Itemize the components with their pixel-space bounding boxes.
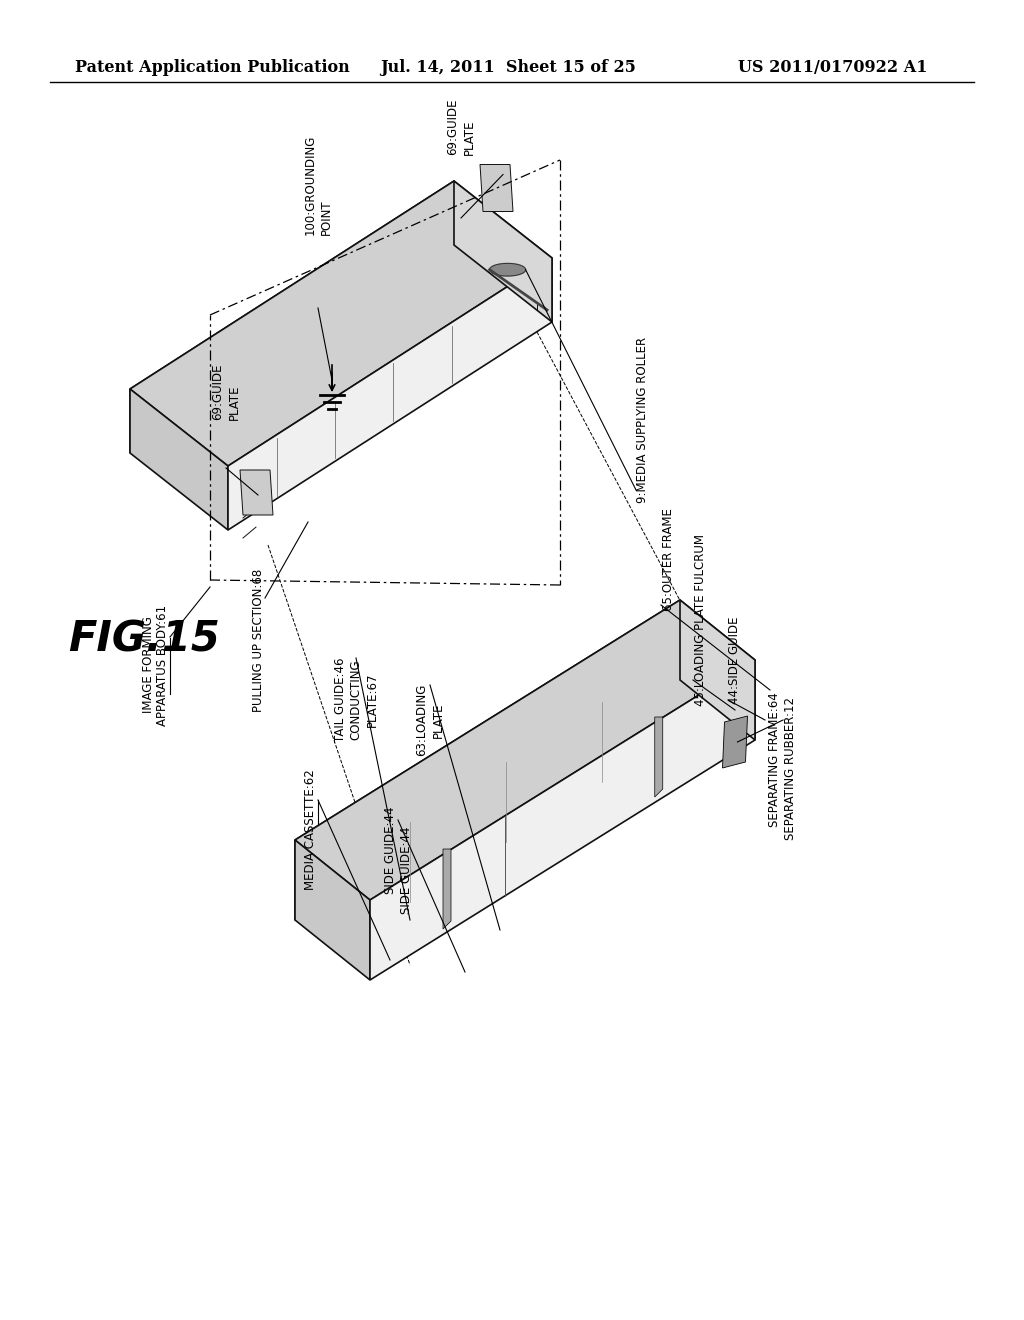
Text: PLATE: PLATE	[431, 702, 444, 738]
Polygon shape	[228, 257, 552, 531]
Text: 9:MEDIA SUPPLYING ROLLER: 9:MEDIA SUPPLYING ROLLER	[637, 337, 649, 503]
Text: 69:GUIDE: 69:GUIDE	[446, 99, 460, 154]
Text: PLATE: PLATE	[463, 120, 475, 154]
Text: SEPARATING RUBBER:12: SEPARATING RUBBER:12	[784, 697, 798, 840]
Text: 63:LOADING: 63:LOADING	[416, 684, 428, 756]
Polygon shape	[723, 715, 748, 768]
Polygon shape	[489, 264, 525, 276]
Polygon shape	[480, 165, 513, 211]
Text: MEDIA CASSETTE:62: MEDIA CASSETTE:62	[303, 770, 316, 891]
Text: 100:GROUNDING: 100:GROUNDING	[303, 135, 316, 235]
Polygon shape	[454, 181, 552, 322]
Text: 45:LOADING PLATE FULCRUM: 45:LOADING PLATE FULCRUM	[693, 535, 707, 706]
Polygon shape	[680, 601, 755, 741]
Polygon shape	[295, 601, 755, 900]
Text: FIG.15: FIG.15	[68, 619, 220, 661]
Text: US 2011/0170922 A1: US 2011/0170922 A1	[738, 59, 928, 77]
Text: CONDUCTING: CONDUCTING	[349, 660, 362, 741]
Text: 44:SIDE GUIDE: 44:SIDE GUIDE	[728, 616, 741, 704]
Polygon shape	[130, 181, 454, 453]
Polygon shape	[654, 717, 663, 797]
Text: 65:OUTER FRAME: 65:OUTER FRAME	[662, 508, 675, 611]
Text: IMAGE FORMING: IMAGE FORMING	[141, 616, 155, 713]
Text: SIDE GUIDE:44: SIDE GUIDE:44	[399, 826, 413, 913]
Polygon shape	[240, 470, 273, 515]
Text: APPARATUS BODY:61: APPARATUS BODY:61	[157, 605, 170, 726]
Text: PULLING UP SECTION:68: PULLING UP SECTION:68	[252, 569, 264, 711]
Text: PLATE: PLATE	[227, 384, 241, 420]
Text: 69:GUIDE: 69:GUIDE	[212, 363, 224, 420]
Text: Jul. 14, 2011  Sheet 15 of 25: Jul. 14, 2011 Sheet 15 of 25	[380, 59, 636, 77]
Text: SIDE GUIDE:44: SIDE GUIDE:44	[384, 807, 396, 894]
Polygon shape	[295, 840, 370, 979]
Polygon shape	[370, 660, 755, 979]
Polygon shape	[130, 389, 228, 531]
Text: SEPARATING FRAME:64: SEPARATING FRAME:64	[768, 693, 781, 828]
Polygon shape	[443, 849, 451, 929]
Polygon shape	[295, 601, 680, 920]
Text: POINT: POINT	[319, 199, 333, 235]
Text: TAIL GUIDE:46: TAIL GUIDE:46	[334, 657, 346, 742]
Text: PLATE:67: PLATE:67	[366, 673, 379, 727]
Polygon shape	[130, 181, 552, 466]
Text: Patent Application Publication: Patent Application Publication	[75, 59, 350, 77]
